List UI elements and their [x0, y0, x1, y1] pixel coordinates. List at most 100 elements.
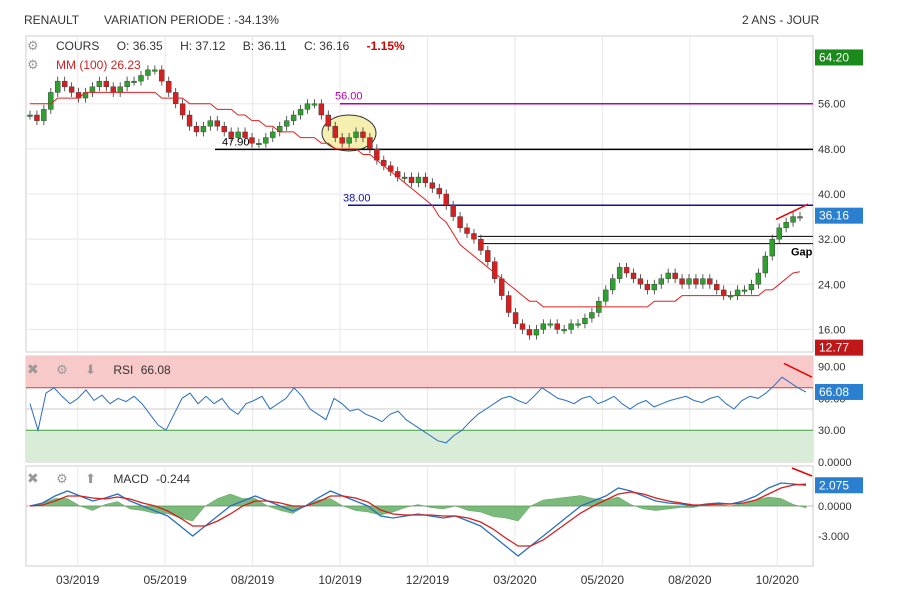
y-tick-label: 30.00: [818, 425, 846, 437]
candle-body: [145, 69, 151, 76]
candle-body: [221, 126, 227, 133]
candle-body: [679, 278, 685, 285]
candle-body: [790, 216, 796, 223]
candle-body: [41, 109, 47, 121]
close-icon[interactable]: ✖: [27, 361, 39, 377]
cours-label: COURS: [56, 39, 100, 53]
candle-body: [270, 131, 276, 138]
candle-body: [360, 131, 366, 138]
level-label: 47.90: [222, 136, 250, 148]
candle-body: [762, 255, 769, 274]
x-tick-label: 03/2020: [493, 573, 537, 587]
candle-body: [568, 323, 574, 330]
candle-body: [283, 120, 290, 127]
candle-body: [776, 227, 782, 240]
candle-body: [55, 80, 61, 93]
candle-body: [623, 267, 630, 274]
period-label[interactable]: 2 ANS - JOUR: [742, 13, 820, 27]
macd-line: [29, 482, 807, 557]
candle-body: [68, 86, 75, 93]
candle-body: [485, 250, 491, 262]
y-tick-label: 56.00: [818, 99, 846, 111]
candle-body: [89, 86, 96, 93]
candle-body: [325, 114, 331, 127]
gear-icon[interactable]: ⚙: [27, 38, 39, 53]
candle-body: [401, 176, 408, 179]
candle-body: [554, 323, 560, 330]
arrow-down-icon[interactable]: ⬇: [85, 362, 96, 377]
candle-body: [734, 289, 741, 296]
variation-label: VARIATION PERIODE : -34.13%: [104, 13, 279, 27]
candle-body: [686, 278, 692, 285]
macd-divergence-line: [791, 467, 813, 477]
rsi-divergence-line: [783, 362, 813, 378]
close-value: C: 36.16: [303, 39, 350, 53]
x-tick-label: 10/2020: [756, 573, 800, 587]
candle-body: [318, 103, 325, 116]
y-tick-label: -3.000: [818, 531, 849, 543]
x-tick-label: 08/2019: [231, 573, 275, 587]
candle-body: [748, 284, 755, 291]
price-tag: 12.77: [819, 341, 849, 355]
candle-body: [519, 323, 526, 330]
candle-body: [672, 272, 678, 279]
rsi-oversold-zone: [26, 430, 813, 462]
level-label: 38.00: [343, 192, 371, 204]
gear-icon[interactable]: ⚙: [56, 471, 68, 486]
gear-icon[interactable]: ⚙: [27, 57, 39, 72]
candle-body: [603, 289, 609, 302]
candle-body: [582, 317, 588, 324]
candle-body: [339, 137, 345, 144]
candle-body: [561, 329, 567, 332]
arrow-up-icon[interactable]: ⬆: [85, 471, 96, 486]
candle-body: [159, 69, 165, 82]
x-tick-label: 03/2019: [56, 573, 100, 587]
price-tag: 36.16: [819, 209, 849, 223]
x-tick-label: 12/2019: [406, 573, 450, 587]
candle-body: [533, 329, 540, 336]
high-value: H: 37.12: [180, 39, 226, 53]
candle-body: [61, 80, 68, 87]
candle-body: [526, 329, 533, 336]
candle-body: [769, 238, 775, 257]
signal-line: [29, 483, 807, 547]
candle-body: [311, 103, 318, 106]
candle-body: [408, 176, 415, 183]
candle-body: [783, 222, 789, 229]
price-info-bar: ⚙ COURS O: 36.35 H: 37.12 B: 36.11 C: 36…: [27, 38, 419, 54]
macd-tag: 2.075: [819, 478, 849, 492]
candle-body: [505, 295, 512, 313]
gear-icon[interactable]: ⚙: [56, 362, 68, 377]
rsi-tag: 66.08: [819, 385, 849, 399]
candle-body: [200, 126, 207, 133]
candle-body: [124, 80, 130, 87]
candle-body: [138, 75, 144, 82]
candle-body: [616, 267, 623, 279]
y-tick-label: 32.00: [818, 234, 846, 246]
candle-body: [207, 120, 214, 127]
x-tick-label: 05/2019: [143, 573, 187, 587]
candle-body: [193, 126, 200, 133]
candle-body: [367, 137, 373, 150]
candle-body: [741, 289, 748, 292]
macd-value: -0.244: [156, 472, 191, 486]
candle-body: [346, 137, 352, 144]
candle-body: [471, 233, 477, 240]
candle-body: [304, 103, 311, 110]
y-tick-label: 16.00: [818, 324, 846, 336]
candle-body: [589, 312, 595, 319]
rsi-tag-bg: [815, 383, 863, 400]
y-tick-label: 90.00: [818, 362, 846, 374]
rsi-label: RSI: [113, 363, 134, 377]
rsi-value: 66.08: [140, 363, 171, 377]
candle-body: [575, 323, 581, 326]
ma-info: ⚙ MM (100) 26.23: [27, 57, 155, 73]
rsi-info: ✖ ⚙ ⬇ RSI 66.08: [27, 361, 185, 378]
change-value: -1.15%: [366, 39, 405, 53]
close-icon[interactable]: ✖: [27, 470, 39, 486]
candle-body: [152, 69, 158, 72]
candle-body: [637, 278, 644, 285]
candle-body: [256, 143, 262, 145]
candle-body: [457, 216, 463, 229]
